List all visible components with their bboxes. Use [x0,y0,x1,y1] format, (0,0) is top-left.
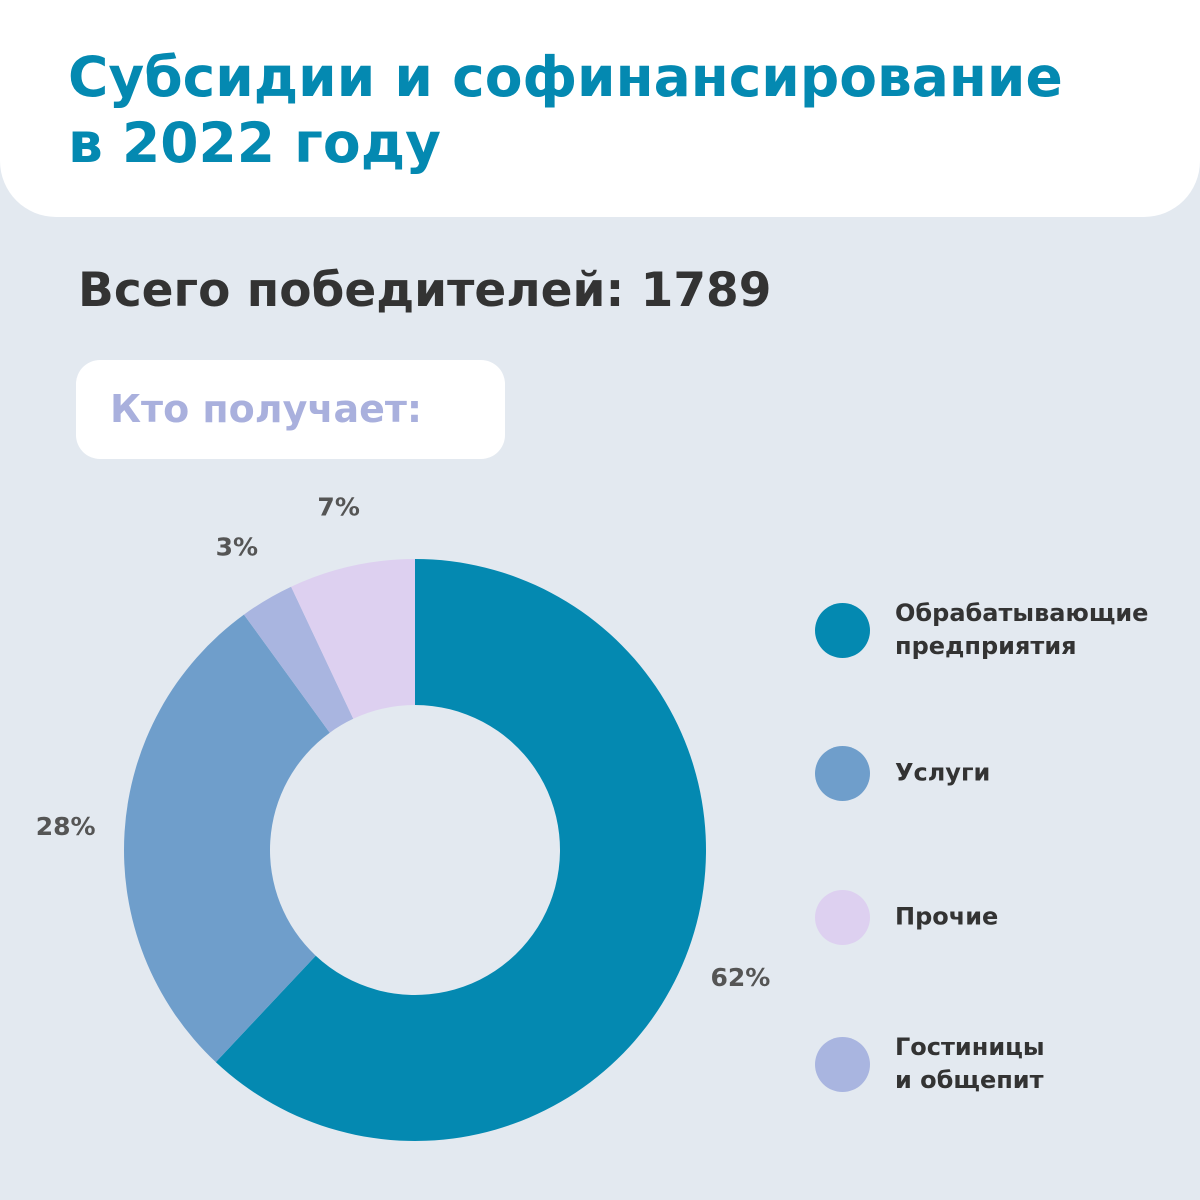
donut-slice-3 [291,559,415,719]
page-title-line-2: в 2022 году [68,111,441,175]
legend-swatch-2 [815,746,870,801]
donut-slice-label-3: 7% [317,492,359,521]
legend-label-1: Обрабатывающие предприятия [895,599,1149,660]
legend-label-2: Услуги [895,758,991,787]
legend-swatch-3 [815,890,870,945]
chart-legend: Обрабатывающие предприятия Услуги Прочие Го… [815,590,1200,1110]
donut-chart: 62% 28% 3% 7% [36,492,770,1141]
donut-slice-label-2: 28% [36,812,96,841]
legend-item-3: Прочие [815,877,1200,957]
page-title-line-1: Субсидии и софинансирование [68,45,1063,109]
total-winners-heading: Всего победителей: 1789 [78,263,772,318]
page-title: Субсидии и софинансирование в 2022 году [68,44,1178,176]
who-receives-card: Кто получает: [76,360,505,459]
legend-item-2: Услуги [815,733,1200,813]
donut-slice-label-4: 3% [216,533,258,562]
legend-swatch-1 [815,603,870,658]
donut-slice-1 [215,559,707,1141]
who-receives-label: Кто получает: [110,387,423,431]
legend-item-1: Обрабатывающие предприятия [815,590,1200,670]
legend-label-4: Гостиницы и общепит [895,1033,1045,1094]
legend-label-3: Прочие [895,902,999,931]
donut-slice-4 [243,586,354,733]
donut-slice-label-1: 62% [710,963,770,992]
legend-swatch-4 [815,1037,870,1092]
legend-item-4: Гостиницы и общепит [815,1024,1200,1104]
donut-slice-2 [124,614,330,1063]
header-card: Субсидии и софинансирование в 2022 году [0,0,1200,217]
